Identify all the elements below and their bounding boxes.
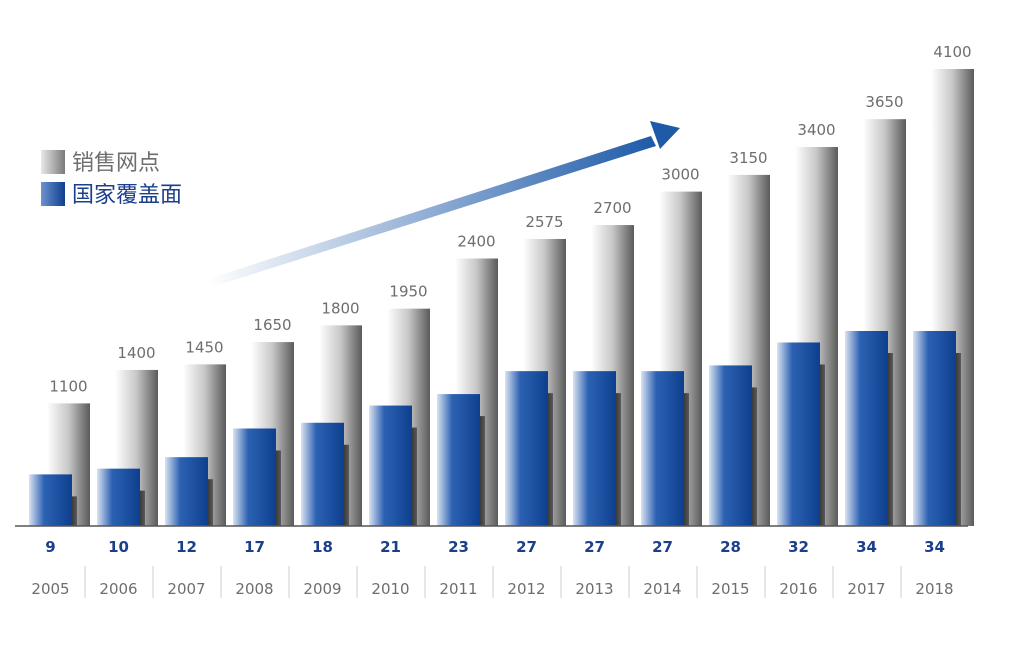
sales-value-label-2008: 1650	[253, 316, 291, 334]
sales-value-label-2007: 1450	[185, 338, 223, 356]
bar-coverage-2017	[845, 331, 888, 526]
sales-value-label-2006: 1400	[117, 344, 155, 362]
bar-coverage-2006	[97, 468, 140, 526]
coverage-value-label-2014: 27	[652, 538, 673, 556]
bar-shadow-2006	[140, 490, 145, 526]
bar-shadow-2017	[888, 353, 893, 526]
year-tick-label-2010: 2010	[371, 580, 409, 598]
coverage-value-label-2012: 27	[516, 538, 537, 556]
bar-coverage-2018	[913, 331, 956, 526]
year-tick-label-2015: 2015	[711, 580, 749, 598]
year-tick-label-2018: 2018	[915, 580, 953, 598]
coverage-value-label-2007: 12	[176, 538, 197, 556]
year-tick-label-2008: 2008	[235, 580, 273, 598]
year-tick-label-2013: 2013	[575, 580, 613, 598]
bar-shadow-2005	[72, 496, 77, 526]
coverage-value-label-2011: 23	[448, 538, 469, 556]
coverage-value-label-2017: 34	[856, 538, 877, 556]
coverage-value-label-2018: 34	[924, 538, 945, 556]
coverage-value-label-2010: 21	[380, 538, 401, 556]
coverage-value-label-2006: 10	[108, 538, 129, 556]
year-tick-label-2012: 2012	[507, 580, 545, 598]
sales-value-label-2011: 2400	[457, 232, 495, 250]
bar-coverage-2012	[505, 371, 548, 526]
coverage-value-label-2009: 18	[312, 538, 333, 556]
sales-value-label-2018: 4100	[933, 43, 971, 61]
sales-value-label-2005: 1100	[49, 377, 87, 395]
year-tick-label-2017: 2017	[847, 580, 885, 598]
bars-layer	[29, 69, 974, 527]
sales-value-label-2013: 2700	[593, 199, 631, 217]
bar-coverage-2010	[369, 405, 412, 526]
year-tick-label-2009: 2009	[303, 580, 341, 598]
legend-swatch-coverage	[41, 182, 65, 206]
coverage-value-label-2013: 27	[584, 538, 605, 556]
bar-shadow-2009	[344, 444, 349, 526]
bar-shadow-2008	[276, 450, 281, 526]
sales-value-label-2015: 3150	[729, 149, 767, 167]
sales-value-label-2012: 2575	[525, 213, 563, 231]
sales-value-label-2010: 1950	[389, 283, 427, 301]
bar-shadow-2013	[616, 393, 621, 526]
bar-coverage-2007	[165, 457, 208, 526]
bar-coverage-2015	[709, 365, 752, 526]
bar-shadow-2015	[752, 387, 757, 526]
year-tick-label-2016: 2016	[779, 580, 817, 598]
year-tick-label-2007: 2007	[167, 580, 205, 598]
bar-shadow-2011	[480, 416, 485, 526]
sales-value-label-2016: 3400	[797, 121, 835, 139]
year-tick-label-2005: 2005	[31, 580, 69, 598]
trend-arrow	[208, 121, 680, 287]
year-tick-label-2006: 2006	[99, 580, 137, 598]
bar-coverage-2009	[301, 422, 344, 526]
legend-label-sales: 销售网点	[72, 151, 160, 176]
legend-item-sales: 销售网点	[41, 150, 160, 176]
sales-value-label-2014: 3000	[661, 166, 699, 184]
bar-coverage-2011	[437, 394, 480, 526]
bar-coverage-2014	[641, 371, 684, 526]
coverage-value-label-2015: 28	[720, 538, 741, 556]
bar-shadow-2014	[684, 393, 689, 526]
bar-coverage-2016	[777, 342, 820, 526]
legend-label-coverage: 国家覆盖面	[72, 183, 182, 208]
bar-shadow-2018	[956, 353, 961, 526]
bar-shadow-2012	[548, 393, 553, 526]
legend: 销售网点 国家覆盖面	[41, 150, 182, 208]
bar-coverage-2008	[233, 428, 276, 526]
bar-coverage-2005	[29, 474, 72, 526]
coverage-value-label-2005: 9	[45, 538, 55, 556]
sales-value-label-2017: 3650	[865, 93, 903, 111]
bar-shadow-2016	[820, 364, 825, 526]
bar-shadow-2010	[412, 427, 417, 526]
coverage-value-label-2016: 32	[788, 538, 809, 556]
legend-swatch-sales	[41, 150, 65, 174]
labels-layer: 1100 9 2005 1400 10 2006 1450 12 2007 1650 17 2008 1…	[31, 43, 972, 598]
sales-value-label-2009: 1800	[321, 299, 359, 317]
legend-item-coverage: 国家覆盖面	[41, 182, 182, 208]
coverage-value-label-2008: 17	[244, 538, 265, 556]
bar-coverage-2013	[573, 371, 616, 526]
year-tick-label-2011: 2011	[439, 580, 477, 598]
year-tick-label-2014: 2014	[643, 580, 681, 598]
bar-shadow-2007	[208, 479, 213, 526]
